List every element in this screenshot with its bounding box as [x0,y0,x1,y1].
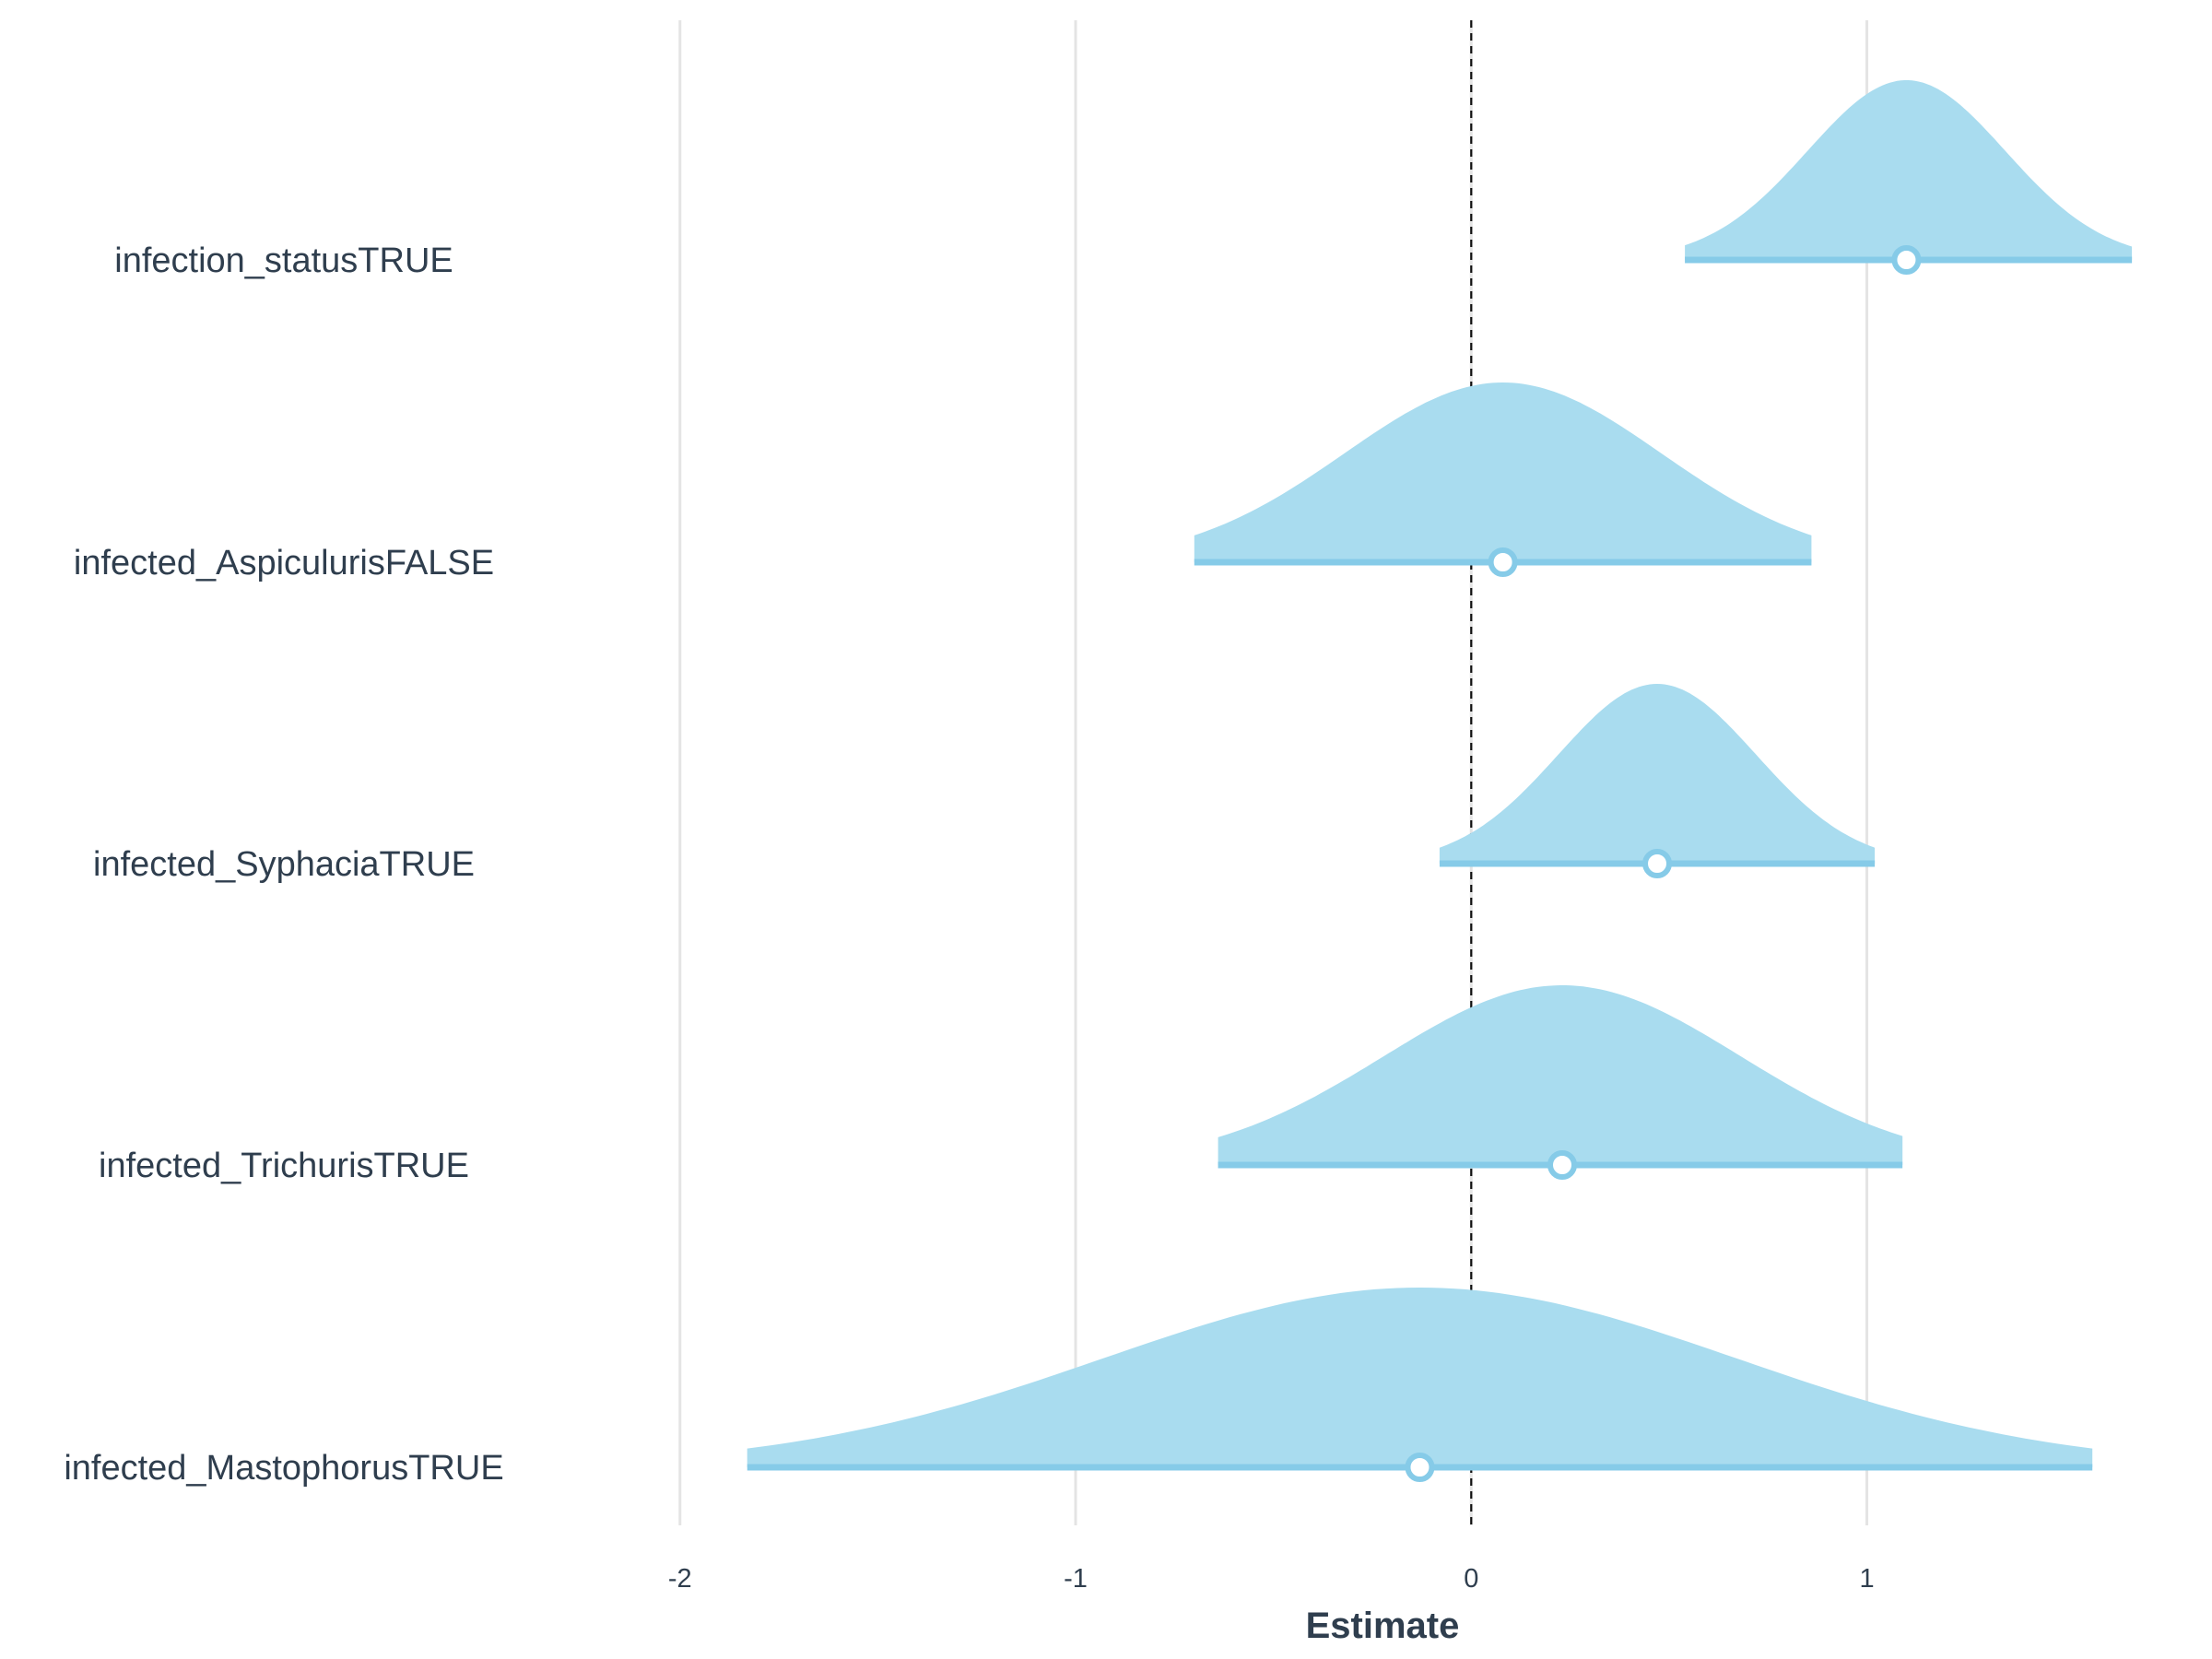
category-labels: infection_statusTRUE infected_Aspiculuris… [64,241,503,1488]
point-estimate-1 [1488,547,1518,577]
point-estimate-4 [1405,1453,1435,1482]
density-area-0 [1685,80,2133,260]
category-label-3: infected_TrichurisTRUE [99,1147,469,1185]
category-label-4: infected_MastophorusTRUE [64,1449,503,1488]
x-tick-label-0: -2 [668,1564,692,1594]
series-4 [747,1288,2093,1482]
density-area-3 [1218,985,1903,1165]
series-2 [1439,684,1876,878]
x-tick-labels: -2 -1 0 1 [668,1564,1875,1594]
point-estimate-0 [1891,245,1922,275]
category-label-2: infected_SyphaciaTRUE [93,845,475,884]
point-estimate-3 [1547,1150,1578,1180]
x-tick-label-3: 1 [1859,1564,1874,1594]
series-1 [1194,382,1812,577]
x-tick-label-2: 0 [1464,1564,1478,1594]
distributions [747,80,2133,1482]
x-axis-title: Estimate [1306,1606,1460,1646]
density-area-2 [1439,684,1876,864]
density-area-4 [747,1288,2093,1467]
category-label-1: infected_AspiculurisFALSE [74,544,494,582]
series-0 [1685,80,2133,275]
series-3 [1218,985,1903,1180]
density-area-1 [1194,382,1812,562]
x-tick-label-1: -1 [1064,1564,1088,1594]
category-label-0: infection_statusTRUE [114,241,453,280]
point-estimate-2 [1642,849,1673,878]
